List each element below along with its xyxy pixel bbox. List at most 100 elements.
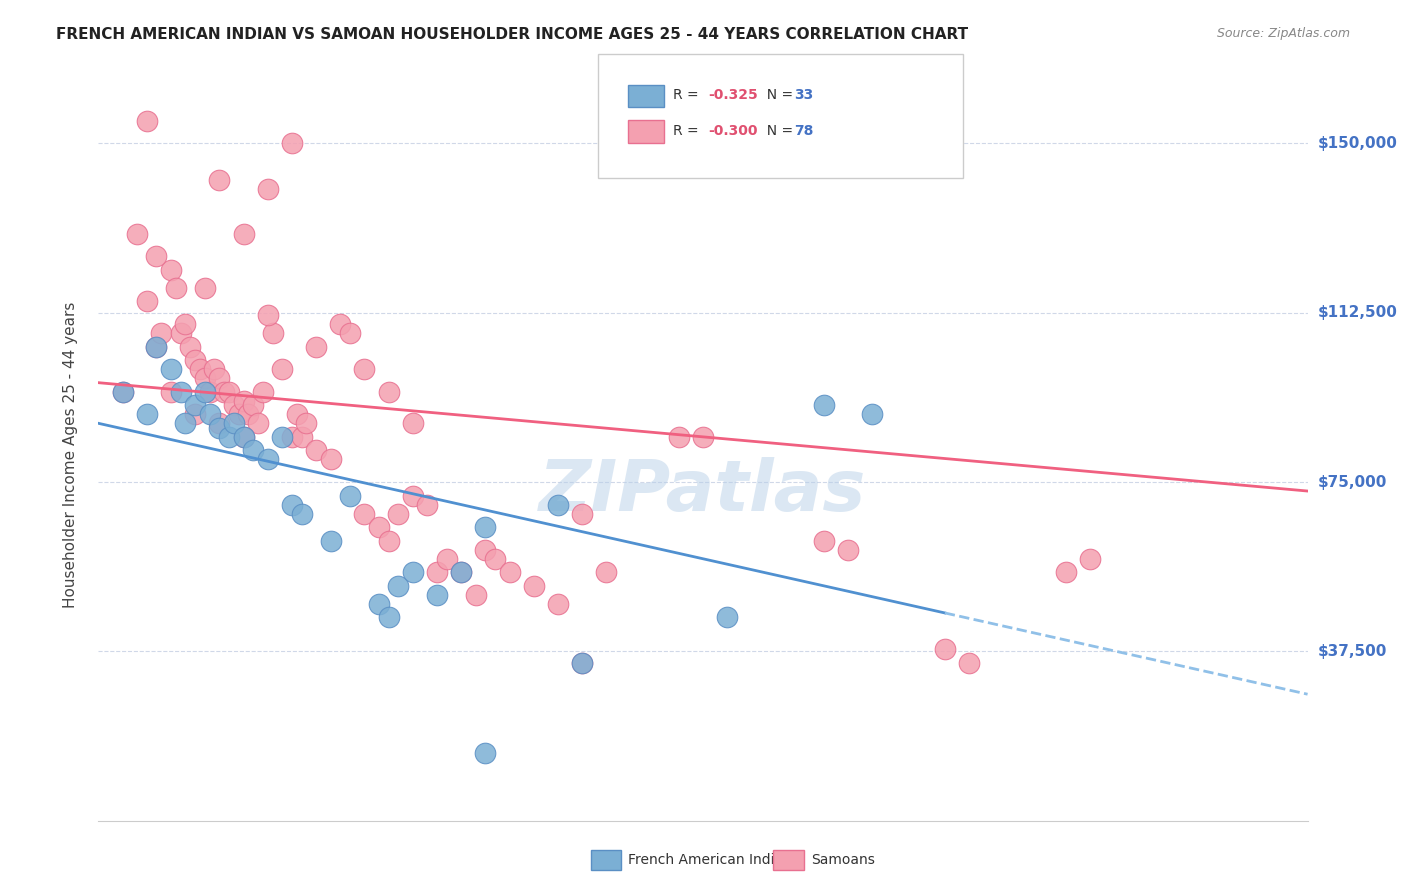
Point (387, 507, 409, 521)
Point (256, 181, 278, 195)
Text: Source: ZipAtlas.com: Source: ZipAtlas.com (1216, 27, 1350, 40)
Point (232, 430, 254, 444)
Text: Samoans: Samoans (811, 853, 875, 867)
Point (262, 326, 284, 340)
Point (198, 384, 221, 399)
Point (426, 588, 449, 602)
Point (222, 398, 245, 412)
Point (222, 417, 245, 431)
Point (571, 656, 593, 670)
Y-axis label: Householder Income Ages 25 - 44 years: Householder Income Ages 25 - 44 years (63, 301, 77, 608)
Text: French American Indians: French American Indians (628, 853, 800, 867)
Point (247, 417, 270, 431)
Point (498, 566, 520, 580)
Point (813, 398, 835, 412)
Point (290, 430, 312, 444)
Point (353, 507, 375, 521)
Point (271, 430, 294, 444)
Point (571, 656, 593, 670)
Point (368, 597, 391, 611)
Point (571, 507, 593, 521)
Point (464, 588, 486, 602)
Point (290, 507, 312, 521)
Point (368, 520, 391, 534)
Point (474, 542, 496, 557)
Point (184, 407, 207, 421)
Point (160, 362, 183, 376)
Point (329, 317, 352, 331)
Point (450, 566, 472, 580)
Point (135, 113, 157, 128)
Point (281, 136, 304, 151)
Point (416, 498, 439, 512)
Point (957, 656, 980, 670)
Point (184, 353, 207, 368)
Point (208, 371, 231, 385)
Point (174, 417, 197, 431)
Point (145, 249, 167, 263)
Point (1078, 551, 1101, 566)
Point (402, 489, 425, 503)
Point (271, 362, 294, 376)
Point (111, 384, 134, 399)
Point (547, 498, 569, 512)
Point (160, 384, 183, 399)
Point (353, 362, 375, 376)
Point (208, 172, 231, 186)
Text: R =: R = (673, 124, 703, 138)
Text: $37,500: $37,500 (1317, 644, 1386, 659)
Point (238, 407, 260, 421)
Point (450, 566, 472, 580)
Point (377, 610, 399, 624)
Point (179, 340, 201, 354)
Point (319, 533, 342, 548)
Point (305, 340, 328, 354)
Text: R =: R = (673, 88, 703, 103)
Point (174, 317, 197, 331)
Point (484, 551, 506, 566)
Point (184, 398, 207, 412)
Point (339, 489, 361, 503)
Point (169, 326, 191, 340)
Text: $75,000: $75,000 (1317, 475, 1386, 490)
Point (198, 407, 221, 421)
Point (208, 421, 231, 435)
Point (194, 384, 217, 399)
Point (135, 407, 157, 421)
Point (295, 417, 318, 431)
Point (813, 533, 835, 548)
Text: $112,500: $112,500 (1317, 305, 1398, 320)
Point (145, 340, 167, 354)
Point (377, 384, 399, 399)
Text: -0.325: -0.325 (709, 88, 758, 103)
Point (242, 398, 264, 412)
Text: N =: N = (758, 124, 797, 138)
Text: ZIPatlas: ZIPatlas (540, 457, 866, 526)
Point (252, 384, 274, 399)
Text: $150,000: $150,000 (1317, 136, 1398, 151)
Point (208, 417, 231, 431)
Text: N =: N = (758, 88, 797, 103)
Point (194, 281, 217, 295)
Point (319, 452, 342, 467)
Point (256, 308, 278, 322)
Point (436, 551, 458, 566)
Point (160, 262, 183, 277)
Point (145, 340, 167, 354)
Point (1054, 566, 1077, 580)
Point (305, 443, 328, 458)
Text: 78: 78 (794, 124, 814, 138)
Point (127, 227, 149, 241)
Point (523, 579, 546, 593)
Point (232, 393, 254, 408)
Point (232, 430, 254, 444)
Point (212, 384, 235, 399)
Point (402, 417, 425, 431)
Point (188, 362, 211, 376)
Point (377, 533, 399, 548)
Point (281, 430, 304, 444)
Point (934, 642, 956, 657)
Point (281, 498, 304, 512)
Point (232, 227, 254, 241)
Text: FRENCH AMERICAN INDIAN VS SAMOAN HOUSEHOLDER INCOME AGES 25 - 44 YEARS CORRELATI: FRENCH AMERICAN INDIAN VS SAMOAN HOUSEHO… (56, 27, 969, 42)
